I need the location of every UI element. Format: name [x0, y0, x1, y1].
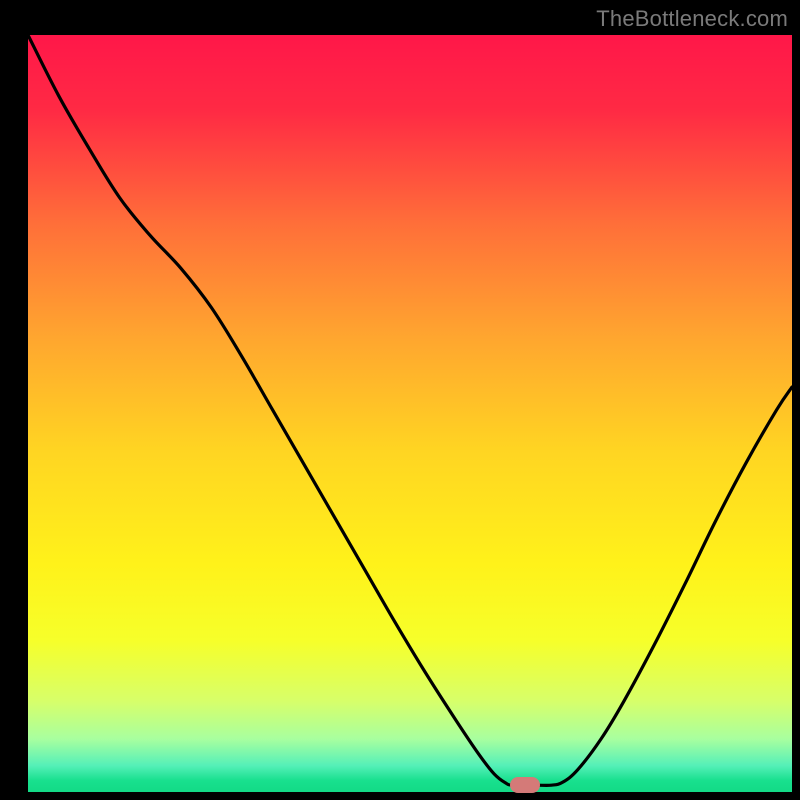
- chart-frame: TheBottleneck.com: [0, 0, 800, 800]
- plot-background-gradient: [28, 35, 792, 792]
- optimal-point-marker: [510, 777, 540, 793]
- watermark-text: TheBottleneck.com: [596, 6, 788, 32]
- plot-area: [28, 35, 792, 792]
